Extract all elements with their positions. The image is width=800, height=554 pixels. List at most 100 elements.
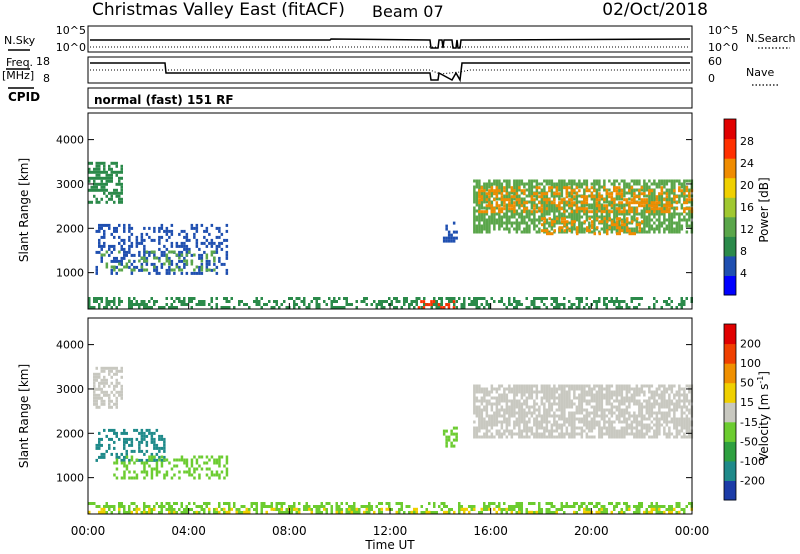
power-region-1 [95,223,229,275]
nsky-line [90,38,691,49]
power-region-0 [88,161,123,204]
power-region-8 [442,221,458,243]
velocity-colorbar-segment [724,460,736,481]
velocity-ytick-label: 3000 [56,383,84,396]
power-colorbar-segment [724,177,736,198]
cpid-panel-frame [87,87,693,109]
power-y-ticks: 4000 3000 2000 1000 [56,134,692,280]
freq-tick-top: 18 [36,55,50,68]
power-colorbar-segment [724,216,736,237]
power-colorbar-segment [724,275,736,296]
time-axis-ticks: 00:00 04:00 08:00 12:00 16:00 20:00 00:00 [71,303,710,538]
power-colorbar-label: Power [dB] [757,177,771,242]
time-tick-label: 20:00 [574,524,609,538]
power-colorbar-tick: 12 [740,223,754,236]
velocity-colorbar-tick: -50 [740,435,758,448]
velocity-colorbar-segment [724,441,736,462]
noise-tick-top: 10^5 [56,24,86,37]
time-tick-label: 12:00 [373,524,408,538]
nsky-label: N.Sky [4,34,36,47]
nave-tick-bottom: 0 [708,72,715,85]
power-colorbar-tick: 8 [740,245,747,258]
cpid-label: CPID [8,90,40,104]
time-tick-label: 00:00 [71,524,106,538]
power-region-4 [417,300,456,310]
velocity-colorbar-segment [724,421,736,442]
velocity-ytick-label: 4000 [56,339,84,352]
power-colorbar-segment [724,236,736,257]
velocity-colorbar-label: Velocity [m s-1] [756,371,771,461]
velocity-panel: 4000 3000 2000 1000 Slant Range [km] 200 100… [17,303,771,552]
freq-line [90,62,690,83]
velocity-colorbar-tick: -200 [740,474,765,487]
velocity-ytick-label: 2000 [56,427,84,440]
velocity-colorbar-segment [724,363,736,384]
power-colorbar-tick: 28 [740,135,754,148]
freq-panel: Freq. [MHz] 18 8 60 0 Nave [2,55,780,86]
velocity-colorbar-tick: 15 [740,396,754,409]
time-tick-label: 04:00 [171,524,206,538]
velocity-region-0 [93,366,123,409]
noise-right-tick-bottom: 10^0 [708,41,738,54]
velocity-colorbar-tick: -15 [740,416,758,429]
power-ytick-label: 4000 [56,134,84,147]
velocity-ytick-label: 1000 [56,472,84,485]
power-colorbar-tick: 24 [740,157,754,170]
power-colorbar-segment [724,197,736,218]
velocity-colorbar: 200 100 50 15 -15 -50 -100 -200 [723,323,765,501]
velocity-colorbar-segment [724,382,736,403]
power-ytick-label: 1000 [56,267,84,280]
velocity-colorbar-tick: 50 [740,377,754,390]
noise-panel-frame [87,25,693,53]
freq-label: Freq. [6,56,33,69]
noise-tick-bottom: 10^0 [56,41,86,54]
nave-tick-top: 60 [708,55,722,68]
power-colorbar-tick: 4 [740,267,747,280]
velocity-colorbar-frame [723,323,737,501]
nave-label: Nave [746,66,774,79]
power-colorbar: 28 24 20 16 12 8 4 [723,118,754,296]
power-colorbar-segment [724,158,736,179]
velocity-region-6 [442,426,458,448]
power-region-2 [100,250,216,272]
velocity-colorbar-segment [724,480,736,501]
freq-tick-bottom: 8 [43,72,50,85]
nave-line [90,69,690,75]
beam-label: Beam 07 [372,2,444,21]
velocity-region-1 [95,428,166,462]
power-region-6 [478,186,694,214]
power-region-5 [473,179,694,234]
time-tick-label: 00:00 [675,524,710,538]
velocity-colorbar-tick: -100 [740,455,765,468]
date-label: 02/Oct/2018 [602,0,708,20]
power-ytick-label: 2000 [56,222,84,235]
velocity-colorbar-segment [724,324,736,345]
velocity-region-5 [473,384,694,439]
power-panel: 4000 3000 2000 1000 Slant Range [km] 28 24 20… [17,112,771,310]
power-data [88,161,694,310]
power-ytick-label: 3000 [56,178,84,191]
figure-title: Christmas Valley East (fitACF) [92,0,345,20]
velocity-ylabel: Slant Range [km] [17,364,31,468]
velocity-region-2 [113,455,229,480]
time-tick-label: 08:00 [272,524,307,538]
power-colorbar-frame [723,118,737,296]
velocity-colorbar-segment [724,402,736,423]
power-region-7 [541,217,644,236]
velocity-colorbar-tick: 100 [740,357,761,370]
time-axis-label: Time UT [364,538,415,552]
cpid-value: normal (fast) 151 RF [94,93,234,107]
power-colorbar-tick: 20 [740,179,754,192]
noise-panel: N.Sky 10^5 10^0 10^5 10^0 N.Search [4,24,796,54]
velocity-colorbar-segment [724,343,736,364]
power-colorbar-segment [724,138,736,159]
power-ylabel: Slant Range [km] [17,158,31,262]
power-colorbar-segment [724,119,736,140]
power-colorbar-tick: 16 [740,201,754,214]
velocity-colorbar-tick: 200 [740,338,761,351]
freq-panel-frame [87,56,693,84]
velocity-y-ticks: 4000 3000 2000 1000 [56,339,692,485]
time-tick-label: 16:00 [473,524,508,538]
velocity-data [88,366,694,514]
